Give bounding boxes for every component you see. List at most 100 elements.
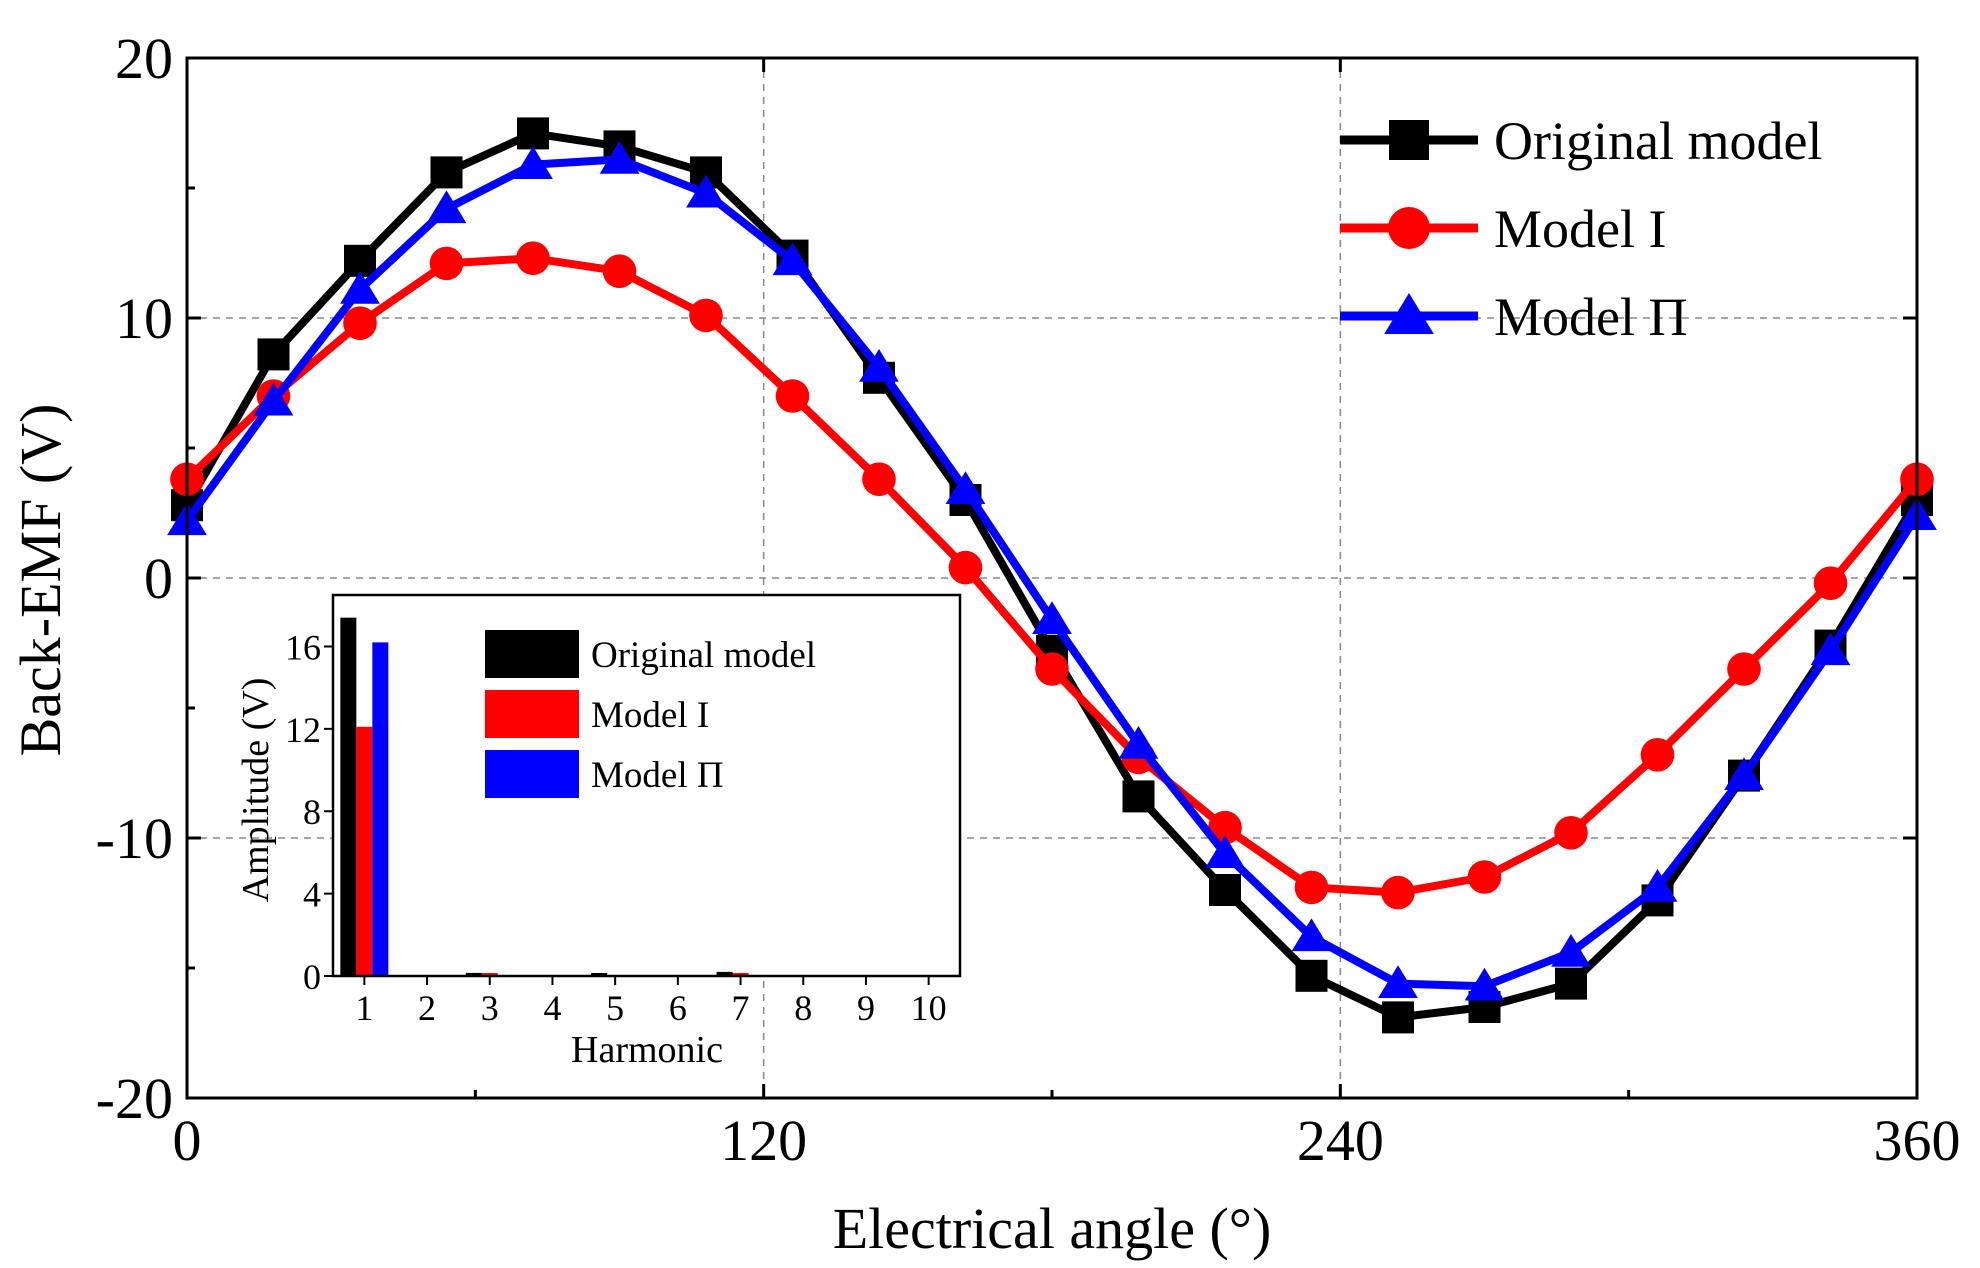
x-tick-label-1: 120 [720,1108,807,1173]
series-model [167,141,1937,1001]
y-axis-title: Back-EMF (V) [8,404,73,757]
point-original-model-13 [1295,959,1328,992]
point-model-3 [426,190,467,224]
point-model-i-6 [689,298,723,333]
legend-marker-original-model [1389,120,1429,160]
point-model-i-3 [429,246,464,281]
y-tick-label-4: -20 [96,1066,173,1131]
bar-model-i-h3 [481,973,498,976]
main-x-tick-labels: 0 120 240 360 [173,1108,1961,1173]
inset-legend-item-original-model: Original model [485,630,816,678]
inset-legend-label-model: Model Π [591,755,724,796]
inset-x-tick-label-8: 8 [794,988,812,1028]
y-tick-label-3: -10 [96,806,173,871]
point-model-6 [686,174,726,208]
bar-model-h1 [372,642,389,976]
bar-original-model-h7 [716,971,733,976]
point-model-7 [772,242,813,276]
inset-y-axis-title: Amplitude (V) [235,678,277,903]
point-model-i-10 [1035,652,1069,686]
legend-item-original-model: Original model [1340,111,1822,171]
point-original-model-11 [1122,780,1155,813]
legend-label-model: Model Π [1494,287,1687,347]
inset-x-tick-label-5: 5 [606,988,624,1028]
x-tick-label-2: 240 [1297,1108,1384,1173]
bar-original-model-h1 [340,617,357,976]
inset-legend-item-model-i: Model I [485,690,709,738]
inset-y-tick-label-1: 4 [303,875,321,915]
point-model-i-16 [1554,816,1588,850]
legend-marker-model-i [1388,207,1430,249]
x-tick-label-0: 0 [173,1108,202,1173]
bar-original-model-h5 [591,973,608,976]
point-model-i-8 [862,462,896,497]
point-model-14 [1378,965,1418,998]
bar-original-model-h3 [465,972,482,976]
inset-y-tick-label-2: 8 [303,792,321,832]
x-axis-title: Electrical angle (°) [833,1196,1272,1261]
inset-legend-swatch-original-model [485,630,579,678]
point-original-model-3 [430,156,463,189]
bar-model-i-h7 [732,973,749,976]
point-model-i-17 [1640,738,1675,772]
inset-y-tick-labels: 0 4 8 12 16 [285,627,321,997]
point-model-15 [1464,967,1505,1001]
inset-ticks [324,645,930,985]
point-model-13 [1291,918,1332,952]
y-tick-label-1: 10 [115,286,173,351]
legend-label-model-i: Model I [1494,199,1666,259]
point-model-i-2 [343,306,377,341]
point-model-i-4 [516,241,550,275]
legend-item-model: Model Π [1340,287,1687,347]
point-original-model-1 [257,338,290,371]
inset-x-tick-label-10: 10 [911,988,947,1028]
inset-legend-label-model-i: Model I [591,695,709,736]
main-legend: Original model Model I Model Π [1340,111,1822,347]
point-model-i-18 [1727,652,1761,686]
inset-x-tick-label-2: 2 [418,988,436,1028]
point-model-18 [1724,757,1764,790]
inset-background [333,595,960,976]
inset-x-axis-title: Harmonic [571,1029,723,1071]
point-model-9 [945,471,986,504]
main-ticks [185,56,1919,1100]
point-model-8 [859,349,899,382]
point-model-4 [513,146,553,179]
point-model-i-12 [1208,810,1242,845]
point-model-16 [1551,934,1591,967]
legend-label-original-model: Original model [1494,111,1822,171]
point-model-10 [1032,601,1072,634]
inset-legend-label-original-model: Original model [591,635,816,676]
bar-model-i-h1 [356,726,373,976]
point-model-11 [1118,726,1159,759]
point-original-model-12 [1209,874,1241,906]
point-original-model-14 [1382,1001,1414,1034]
point-model-1 [253,382,294,416]
legend-marker-model [1384,293,1434,334]
main-y-tick-labels: 20 10 0 -10 -20 [96,26,173,1131]
inset-x-tick-labels: 1 2 3 4 5 6 7 8 9 10 [355,988,946,1028]
point-model-i-13 [1294,870,1329,905]
main-series-group [167,117,1937,1034]
point-model-19 [1810,632,1851,666]
inset-bars-group [340,617,749,976]
x-tick-label-3: 360 [1874,1108,1961,1173]
inset-x-tick-label-9: 9 [857,988,875,1028]
inset-legend-item-model: Model Π [485,750,724,798]
inset-y-tick-label-0: 0 [303,957,321,997]
point-model-i-19 [1813,566,1848,600]
point-model-i-9 [948,550,983,585]
inset-y-tick-label-3: 12 [285,710,321,750]
y-tick-label-2: 0 [144,546,173,611]
point-original-model-16 [1555,967,1587,1000]
point-original-model-4 [517,117,549,150]
point-model-i-15 [1467,860,1502,894]
point-model-i-14 [1381,875,1415,910]
inset-legend-swatch-model [485,750,579,798]
y-tick-label-0: 20 [115,26,173,91]
inset-legend: Original model Model I Model Π [485,630,816,798]
point-model-i-5 [602,254,637,288]
legend-item-model-i: Model I [1340,199,1666,259]
